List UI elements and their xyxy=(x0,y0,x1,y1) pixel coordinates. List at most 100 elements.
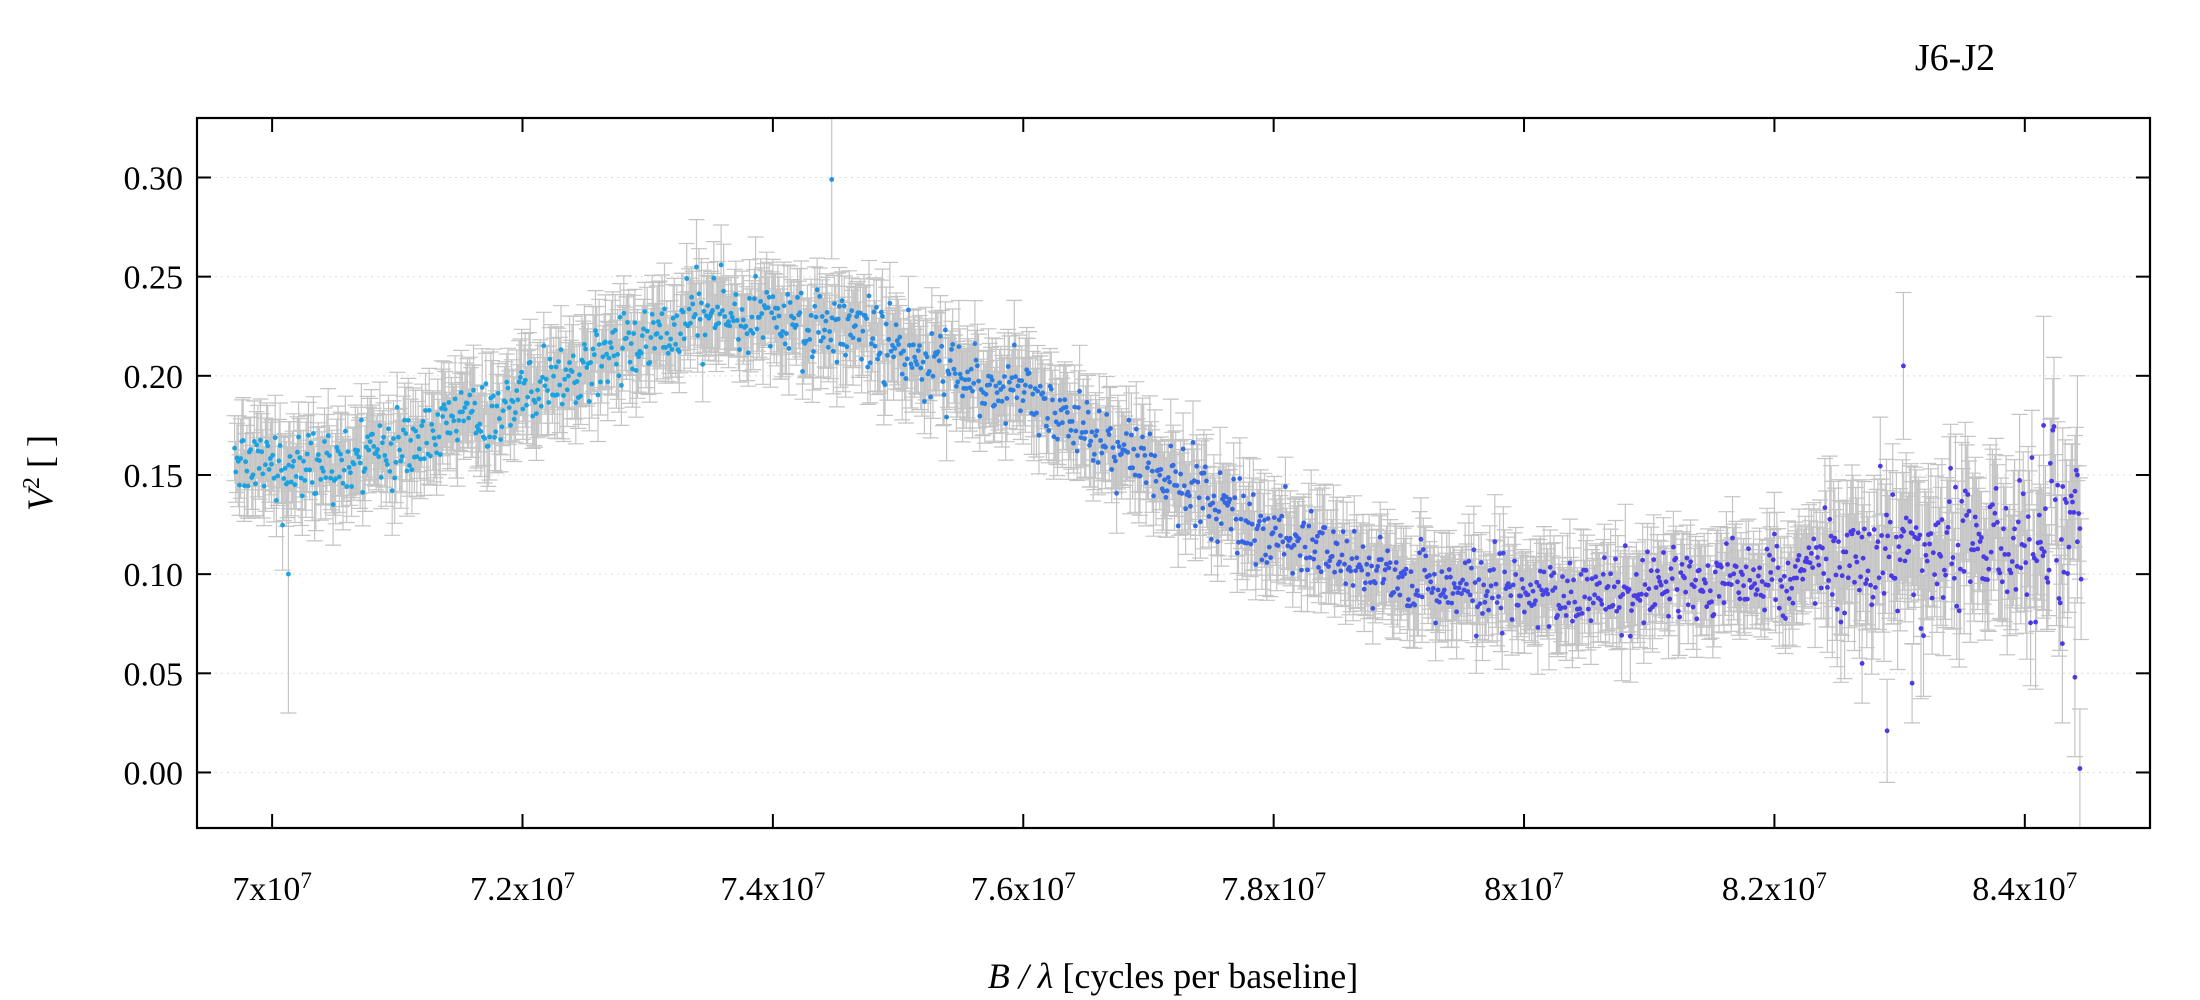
data-point xyxy=(1901,363,1906,369)
data-point xyxy=(583,346,588,352)
data-point xyxy=(1034,410,1039,416)
data-point xyxy=(1250,492,1256,497)
data-point xyxy=(1366,555,1372,561)
data-point xyxy=(813,314,819,320)
data-point xyxy=(1855,530,1861,536)
data-point xyxy=(718,262,724,268)
data-point xyxy=(695,333,701,338)
data-point xyxy=(275,473,281,479)
data-point xyxy=(711,275,717,281)
data-point xyxy=(781,303,787,309)
data-point xyxy=(906,307,911,313)
data-point xyxy=(973,357,979,363)
data-point xyxy=(1121,442,1127,448)
data-point xyxy=(1772,531,1777,537)
data-point xyxy=(1488,583,1494,589)
data-point xyxy=(784,331,789,336)
data-point xyxy=(1103,444,1108,450)
data-point xyxy=(1035,388,1041,394)
axis-ticks xyxy=(197,118,2150,828)
data-point xyxy=(392,475,398,481)
data-point xyxy=(1820,545,1825,551)
data-point xyxy=(1983,556,1989,561)
data-point xyxy=(1774,543,1780,549)
data-point xyxy=(330,502,336,507)
data-point xyxy=(1637,598,1643,603)
data-point xyxy=(726,319,731,325)
data-point xyxy=(770,294,776,300)
data-point xyxy=(733,292,739,297)
data-point xyxy=(896,342,901,347)
data-point xyxy=(553,364,559,370)
data-point xyxy=(1857,587,1862,593)
data-point xyxy=(1461,587,1467,593)
data-point xyxy=(493,429,499,435)
x-tick-labels: 7x107 7.2x107 7.4x107 7.6x107 7.8x107 8x107 8.… xyxy=(232,868,2077,909)
data-point xyxy=(1751,567,1756,573)
data-point xyxy=(1417,550,1422,556)
data-point xyxy=(1227,496,1233,502)
data-point xyxy=(1351,528,1357,534)
data-point xyxy=(562,376,568,382)
data-point xyxy=(1099,450,1105,456)
data-point xyxy=(732,301,738,307)
data-point xyxy=(2013,587,2019,592)
x-tick-label: 8.2x107 xyxy=(1722,868,1827,909)
data-point xyxy=(561,393,566,398)
data-point xyxy=(420,418,426,424)
data-point xyxy=(433,442,438,448)
data-point xyxy=(950,342,956,347)
data-point xyxy=(237,482,242,488)
data-point xyxy=(664,330,670,336)
data-point xyxy=(700,361,706,367)
data-point xyxy=(627,359,633,365)
data-point xyxy=(902,362,908,368)
data-point xyxy=(1414,588,1420,593)
data-point xyxy=(1297,553,1303,558)
data-point xyxy=(1882,546,1888,552)
data-point xyxy=(662,306,667,312)
data-point xyxy=(1757,565,1762,571)
data-point xyxy=(2059,537,2064,542)
data-point xyxy=(1847,563,1852,569)
data-point xyxy=(1339,552,1345,558)
data-point xyxy=(1568,589,1574,595)
data-point xyxy=(588,360,593,365)
data-point xyxy=(1694,616,1700,622)
data-point xyxy=(2051,424,2057,429)
data-point xyxy=(542,383,548,389)
data-point xyxy=(1669,576,1675,581)
data-point xyxy=(1429,590,1435,595)
data-point xyxy=(1611,584,1617,590)
data-point xyxy=(960,393,965,399)
data-point xyxy=(1464,581,1469,587)
data-point xyxy=(1098,438,1103,443)
data-point xyxy=(1082,436,1087,441)
data-point xyxy=(1508,593,1514,599)
data-point xyxy=(955,379,961,385)
data-point xyxy=(313,491,319,496)
x-tick-exponent: 7 xyxy=(2066,868,2078,893)
data-point xyxy=(1709,599,1714,605)
data-point xyxy=(1886,554,1892,560)
data-point xyxy=(808,313,814,318)
data-point xyxy=(596,342,602,347)
data-point xyxy=(444,420,449,426)
data-point xyxy=(276,458,282,464)
data-point xyxy=(586,399,592,404)
data-point xyxy=(559,401,565,407)
data-point xyxy=(520,406,526,412)
data-point xyxy=(467,392,473,398)
data-point xyxy=(306,432,311,438)
data-point xyxy=(1093,433,1098,438)
data-point xyxy=(1181,483,1187,489)
data-point xyxy=(1684,555,1690,561)
data-point xyxy=(299,493,305,499)
data-point xyxy=(901,348,906,354)
data-point xyxy=(1842,610,1847,616)
data-point xyxy=(1874,544,1880,550)
data-point xyxy=(498,437,503,442)
data-point xyxy=(267,456,273,461)
data-point xyxy=(397,447,402,453)
data-point xyxy=(359,417,364,423)
